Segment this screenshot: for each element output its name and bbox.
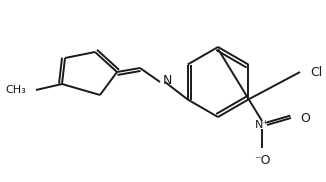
Text: ⁻O: ⁻O [254, 154, 270, 167]
Text: CH₃: CH₃ [5, 85, 26, 95]
Text: O: O [300, 112, 310, 124]
Text: N: N [163, 74, 172, 86]
Text: N⁺: N⁺ [255, 120, 269, 130]
Text: Cl: Cl [310, 66, 322, 78]
